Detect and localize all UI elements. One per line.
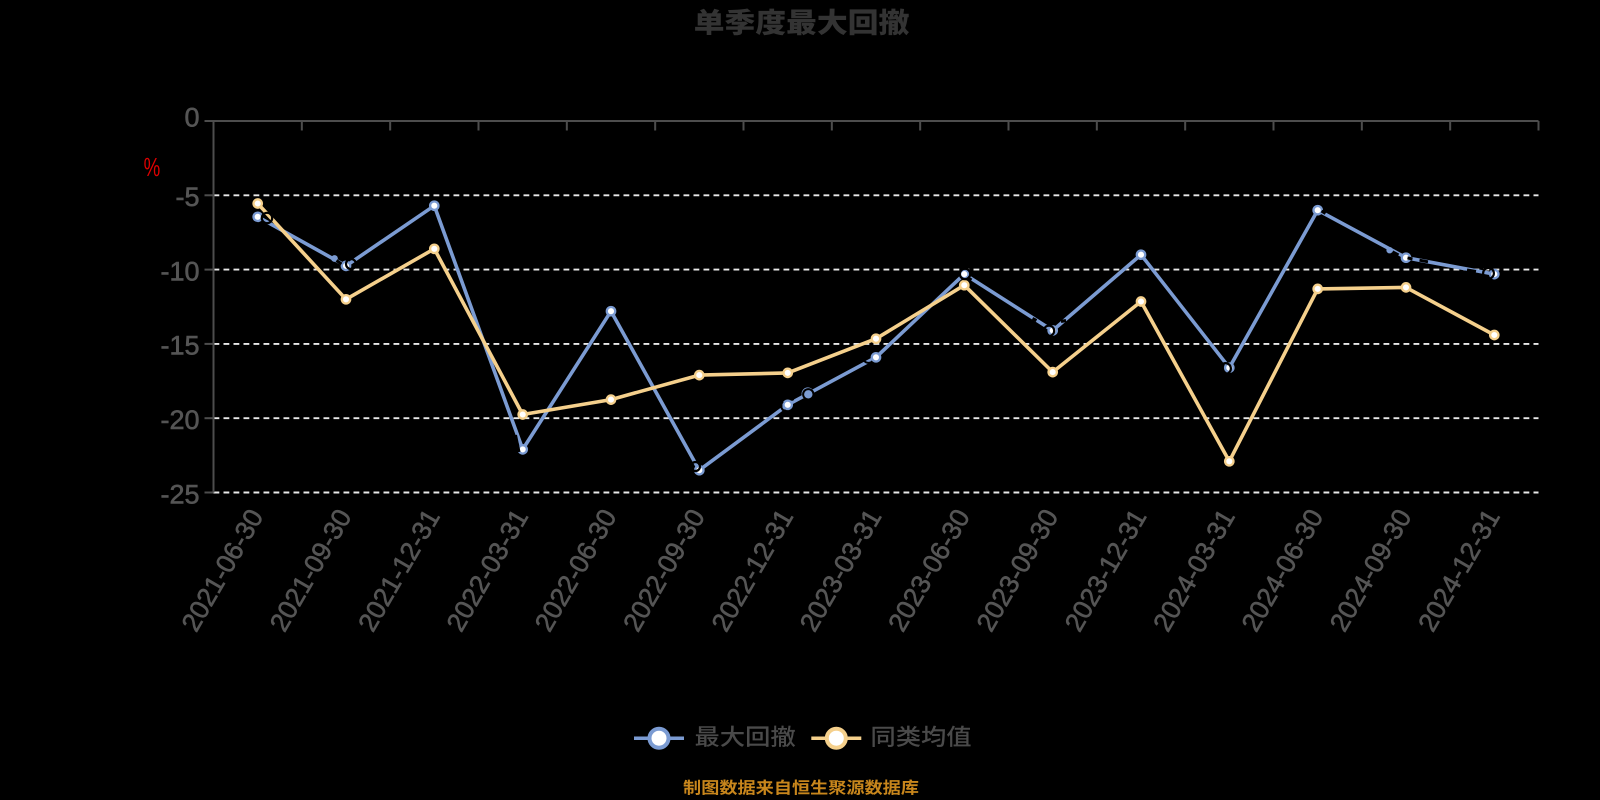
svg-text:2024-12-31: 2024-12-31 (1412, 504, 1506, 636)
svg-text:2022-06-30: 2022-06-30 (529, 504, 623, 636)
svg-text:2022-03-31: 2022-03-31 (440, 504, 534, 636)
svg-text:-10: -10 (160, 256, 199, 286)
svg-text:2021-12-31: 2021-12-31 (352, 504, 446, 636)
svg-text:2024-06-30: 2024-06-30 (1235, 504, 1329, 636)
svg-text:2023-03-31: 2023-03-31 (794, 504, 888, 636)
svg-text:2022-09-30: 2022-09-30 (617, 504, 711, 636)
svg-text:2021-06-30: 2021-06-30 (175, 504, 269, 636)
svg-text:2024-03-31: 2024-03-31 (1147, 504, 1241, 636)
svg-text:2023-09-30: 2023-09-30 (970, 504, 1064, 636)
svg-text:2023-12-31: 2023-12-31 (1059, 504, 1153, 636)
svg-text:2021-09-30: 2021-09-30 (264, 504, 358, 636)
svg-text:2022-12-31: 2022-12-31 (705, 504, 799, 636)
svg-text:2023-06-30: 2023-06-30 (882, 504, 976, 636)
svg-text:2024-09-30: 2024-09-30 (1324, 504, 1418, 636)
svg-text:-5: -5 (175, 182, 199, 212)
svg-text:0: 0 (184, 103, 199, 133)
svg-text:-25: -25 (160, 479, 199, 509)
svg-text:%: % (144, 152, 161, 182)
svg-text:-20: -20 (160, 405, 199, 435)
svg-text:-15: -15 (160, 331, 199, 361)
